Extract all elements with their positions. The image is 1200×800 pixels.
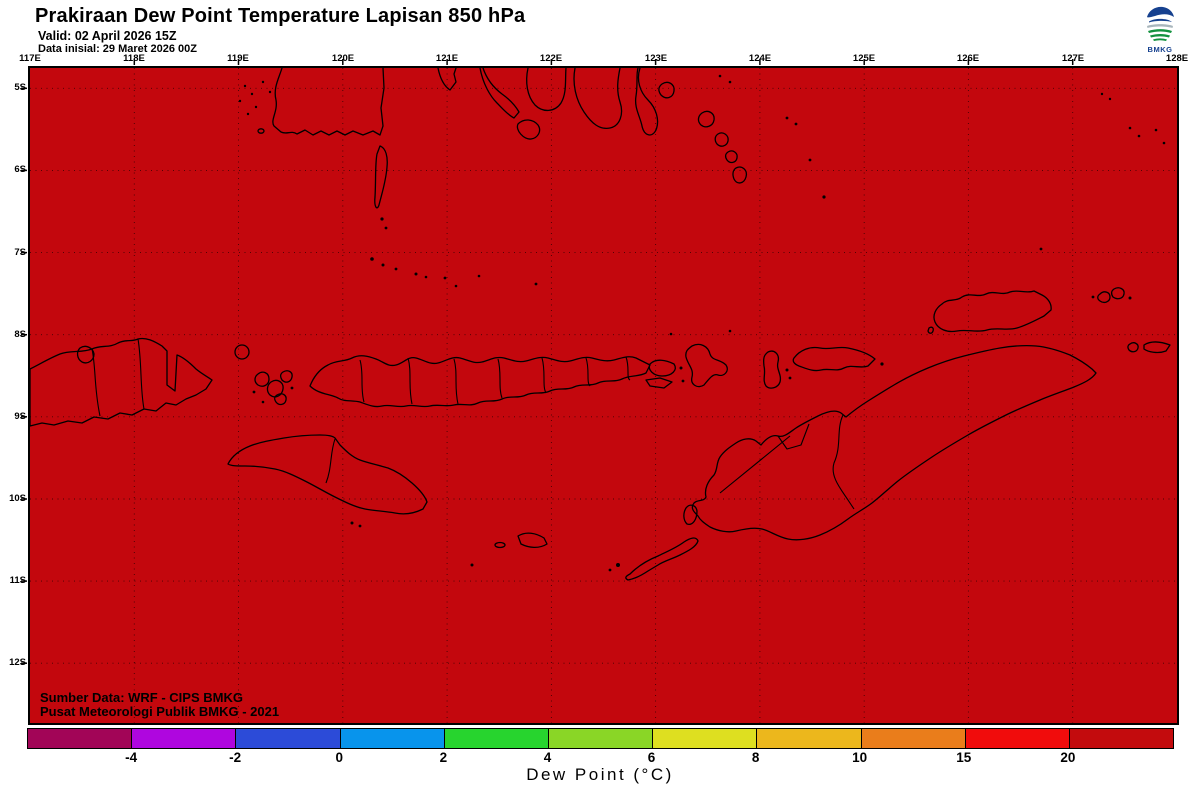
lon-axis-label: 126E <box>956 53 980 64</box>
lon-axis-label: 125E <box>852 53 876 64</box>
axis-ticks <box>21 59 1074 664</box>
lat-axis-label: 8S <box>14 329 26 340</box>
colorbar-segment <box>861 729 966 748</box>
lat-axis-label: 9S <box>14 411 26 422</box>
colorbar-segment <box>653 729 758 748</box>
lat-axis-label: 5S <box>14 82 26 93</box>
colorbar-segment <box>1069 729 1174 748</box>
source-credit-line2: Pusat Meteorologi Publik BMKG - 2021 <box>40 704 280 719</box>
bmkg-logo-text: BMKG <box>1147 45 1173 54</box>
colorbar-tick-label: 2 <box>439 750 448 765</box>
lon-axis-label: 119E <box>227 53 249 64</box>
lat-axis-label: 7S <box>14 247 26 258</box>
bmkg-logo-icon <box>1140 2 1180 42</box>
coastline-paths <box>29 67 1171 581</box>
colorbar-segment <box>965 729 1070 748</box>
colorbar-caption: Dew Point (°C) <box>526 765 674 784</box>
colorbar-tick-label: -2 <box>229 750 242 765</box>
page-title: Prakiraan Dew Point Temperature Lapisan … <box>35 5 526 27</box>
weather-map: 117E 118E 119E 120E 121E 122E 123E 124E … <box>9 53 1188 725</box>
lon-axis-label: 122E <box>539 53 563 64</box>
colorbar-tick-label: 6 <box>647 750 656 765</box>
lon-axis-label: 120E <box>331 53 355 64</box>
valid-time-label: Valid: 02 April 2026 15Z <box>38 29 177 43</box>
colorbar-tick-labels: -4 -2 0 2 4 6 8 10 15 20 <box>27 750 1172 768</box>
lon-axis-label: 128E <box>1165 53 1189 64</box>
initial-time-label: Data inisial: 29 Maret 2026 00Z <box>38 43 197 55</box>
colorbar-tick-label: 20 <box>1060 750 1076 765</box>
source-credit-line1: Sumber Data: WRF - CIPS BMKG <box>40 690 243 705</box>
lat-axis-label: 6S <box>14 164 26 175</box>
colorbar-segment <box>548 729 654 748</box>
lat-axis-label: 11S <box>9 575 26 586</box>
lon-axis-label: 121E <box>435 53 459 64</box>
lon-axis-label: 127E <box>1061 53 1085 64</box>
lon-axis-label: 124E <box>748 53 772 64</box>
colorbar-tick-label: -4 <box>125 750 138 765</box>
lat-axis-label: 10S <box>9 493 26 504</box>
bmkg-logo: BMKG <box>1140 2 1180 54</box>
coastlines-svg <box>21 59 1177 723</box>
colorbar-tick-label: 4 <box>543 750 552 765</box>
colorbar-segment <box>236 729 341 748</box>
colorbar-segment <box>340 729 445 748</box>
lon-axis-label: 117E <box>19 53 41 64</box>
lon-axis-label: 118E <box>123 53 145 64</box>
gridlines <box>30 68 1177 723</box>
colorbar-segment <box>28 729 133 748</box>
colorbar-tick-label: 0 <box>335 750 344 765</box>
colorbar-tick-label: 15 <box>956 750 972 765</box>
lat-axis-label: 12S <box>9 657 26 668</box>
colorbar-tick-label: 10 <box>852 750 868 765</box>
colorbar <box>27 728 1174 749</box>
colorbar-tick-label: 8 <box>751 750 760 765</box>
colorbar-segment <box>444 729 549 748</box>
lon-axis-label: 123E <box>644 53 668 64</box>
islet-dots <box>238 74 1166 572</box>
colorbar-segment <box>132 729 237 748</box>
colorbar-segment <box>757 729 862 748</box>
